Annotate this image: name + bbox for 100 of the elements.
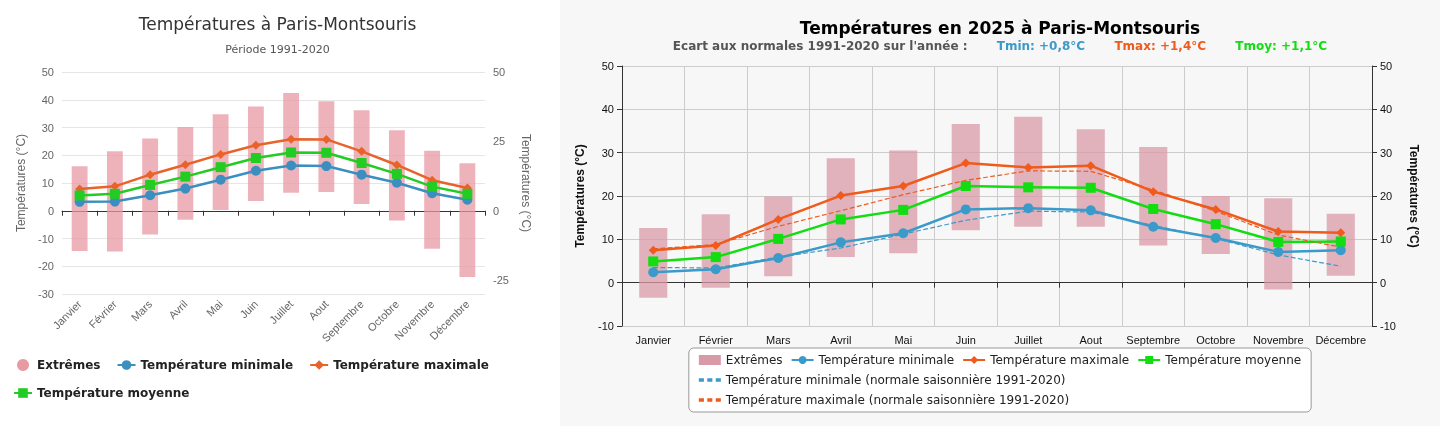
- text: Tmin: +0,8°C: [996, 39, 1086, 53]
- y-tick-label: -20: [38, 260, 54, 273]
- legend-label: Température maximale: [333, 358, 489, 372]
- point: [960, 204, 971, 215]
- x-tick-label: Avril: [830, 333, 852, 346]
- x-tick-label: Juillet: [1014, 333, 1043, 346]
- x-tick-label: Juin: [955, 333, 976, 346]
- y-tick-label: -10: [38, 232, 54, 245]
- point: [710, 252, 721, 263]
- y-tick-label: 20: [41, 149, 54, 162]
- y-tick-label: 50: [41, 66, 54, 78]
- y2-tick-label: -25: [493, 274, 509, 287]
- point: [286, 134, 296, 144]
- point: [321, 134, 331, 144]
- point: [1335, 236, 1346, 247]
- point: [356, 169, 367, 180]
- point: [321, 147, 332, 158]
- point: [215, 162, 226, 173]
- point: [711, 240, 721, 250]
- point: [286, 160, 297, 171]
- point: [898, 181, 908, 191]
- y-axis-title: Températures (°C): [573, 144, 587, 248]
- point: [1336, 228, 1346, 238]
- point: [1085, 182, 1096, 193]
- chart-title: Températures à Paris-Montsouris: [137, 13, 417, 34]
- y2-axis-title: Températures (°C): [518, 133, 533, 233]
- x-tick-label: Mai: [894, 333, 913, 346]
- point: [321, 161, 332, 172]
- point: [961, 158, 971, 168]
- x-tick-label: Novembre: [1252, 333, 1304, 346]
- point: [1086, 161, 1096, 171]
- point: [250, 165, 261, 176]
- point: [145, 179, 156, 190]
- x-tick-label: Octobre: [1196, 333, 1236, 346]
- point: [960, 181, 971, 192]
- y2-tick-label: 0: [493, 204, 500, 217]
- x-tick-label: Mars: [766, 333, 791, 346]
- x-tick-label: Mai: [203, 297, 225, 319]
- point: [462, 188, 473, 199]
- point: [648, 256, 659, 267]
- point: [1210, 233, 1221, 244]
- x-tick-label: Janvier: [635, 333, 672, 346]
- x-tick-label: Aout: [1079, 333, 1103, 346]
- legend-label: Température maximale: [989, 353, 1130, 367]
- point: [215, 174, 226, 185]
- point: [357, 146, 367, 156]
- chart-subtitle: Ecart aux normales 1991-2020 sur l'année :: [672, 39, 997, 53]
- y2-tick-label: 40: [1380, 103, 1393, 116]
- point: [1148, 204, 1159, 214]
- chart-title: Températures en 2025 à Paris-Montsouris: [799, 17, 1201, 38]
- point: [773, 214, 783, 224]
- point: [356, 158, 367, 169]
- point: [74, 190, 85, 201]
- point: [773, 233, 784, 244]
- point: [1085, 205, 1096, 216]
- point: [1148, 187, 1158, 197]
- x-tick-label: Juin: [237, 297, 261, 321]
- legend-label: Température minimale: [817, 353, 955, 367]
- point: [835, 237, 846, 248]
- point: [1023, 203, 1034, 214]
- y2-tick-label: 30: [1380, 146, 1393, 159]
- point: [391, 177, 402, 188]
- point: [1211, 204, 1221, 214]
- point: [1273, 246, 1284, 257]
- y2-axis-title: Températures (°C): [1407, 144, 1421, 248]
- y2-tick-label: 50: [493, 66, 506, 78]
- y-tick-label: 40: [601, 103, 614, 116]
- point: [898, 204, 909, 215]
- point: [648, 245, 658, 255]
- point: [1273, 227, 1283, 237]
- legend-label: Température maximale (normale saisonnière 1991-2020): [724, 393, 1070, 407]
- y-tick-label: -30: [38, 288, 54, 300]
- point: [1023, 182, 1034, 193]
- point: [1148, 221, 1159, 232]
- point: [216, 149, 226, 159]
- y-tick-label: 0: [607, 276, 614, 289]
- point: [180, 171, 191, 182]
- point: [391, 168, 402, 179]
- point: [648, 267, 659, 278]
- point: [427, 181, 438, 192]
- point: [286, 147, 297, 158]
- text: Tmoy: +1,1°C: [1235, 39, 1328, 53]
- legend-label: Température minimale: [140, 358, 294, 372]
- y2-tick-label: -10: [1380, 320, 1396, 332]
- y-tick-label: -10: [598, 320, 614, 332]
- point: [250, 153, 261, 164]
- point: [710, 264, 721, 275]
- y-tick-label: 50: [601, 60, 614, 72]
- point: [251, 140, 261, 150]
- point: [180, 160, 190, 170]
- x-tick-label: Décembre: [1315, 333, 1367, 346]
- point: [180, 183, 191, 194]
- legend-label: Température minimale (normale saisonnière 1991-2020): [724, 373, 1066, 387]
- point: [392, 160, 402, 170]
- y-axis-title: Températures (°C): [14, 133, 29, 233]
- y-tick-label: 0: [47, 204, 54, 217]
- point: [1023, 162, 1033, 172]
- y-tick-label: 10: [601, 233, 614, 246]
- point: [835, 214, 846, 225]
- x-tick-label: Septembre: [1126, 333, 1181, 346]
